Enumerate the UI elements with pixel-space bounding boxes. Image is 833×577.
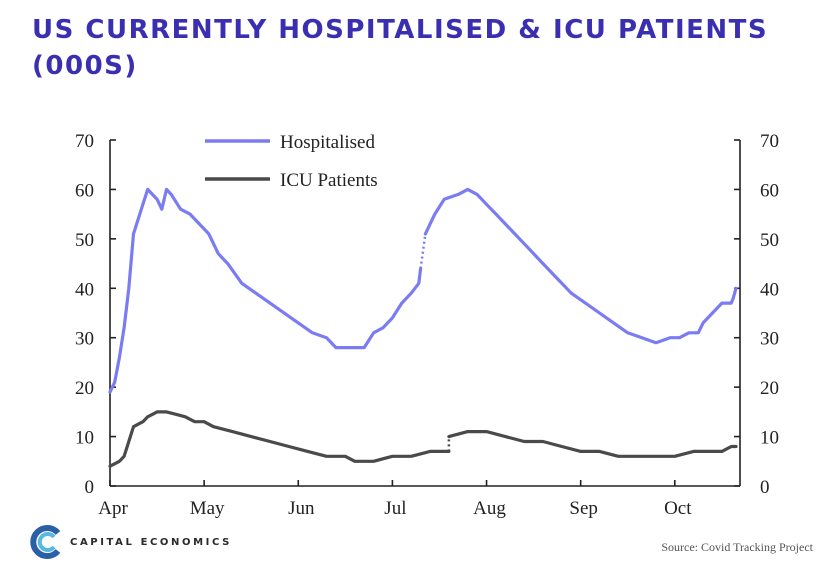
capital-economics-logo: CAPITAL ECONOMICS (30, 525, 232, 559)
left-y-tick-label: 0 (85, 477, 95, 498)
x-tick-label: May (190, 498, 225, 519)
legend: Hospitalised ICU Patients (205, 132, 378, 191)
series-layer (108, 187, 738, 468)
right-y-tick-label: 20 (760, 378, 779, 399)
series-line-segment (447, 430, 738, 458)
right-y-tick-label: 30 (760, 329, 779, 350)
capital-economics-logo-icon (30, 525, 61, 559)
axes: 0 0 10 10 20 20 30 30 40 40 50 50 60 60 70 70 Apr May Jun J… (75, 131, 779, 519)
left-y-tick-label: 70 (75, 131, 94, 152)
legend-label: Hospitalised (280, 132, 375, 153)
series-icu-patients (108, 410, 738, 468)
right-y-tick-label: 60 (760, 180, 779, 201)
right-y-tick-label: 40 (760, 279, 779, 300)
x-tick-label: Jun (288, 498, 315, 519)
series-line-segment (108, 187, 423, 394)
left-y-tick-label: 10 (75, 428, 94, 449)
right-y-tick-label: 10 (760, 428, 779, 449)
series-gap-connector (419, 233, 427, 269)
x-tick-label: Oct (664, 498, 692, 519)
left-y-tick-label: 40 (75, 279, 94, 300)
x-tick-label: Apr (98, 498, 128, 519)
x-tick-label: Sep (569, 498, 598, 519)
logo-text: CAPITAL ECONOMICS (70, 536, 232, 548)
series-line-segment (423, 187, 738, 345)
x-tick-label: Jul (384, 498, 406, 519)
left-y-tick-label: 50 (75, 230, 94, 251)
series-line-segment (108, 410, 451, 468)
left-y-tick-label: 20 (75, 378, 94, 399)
legend-label: ICU Patients (280, 170, 378, 191)
left-y-tick-label: 30 (75, 329, 94, 350)
right-y-tick-label: 0 (760, 477, 770, 498)
series-hospitalised (108, 187, 738, 394)
left-y-tick-label: 60 (75, 180, 94, 201)
x-tick-label: Aug (473, 498, 506, 519)
right-y-tick-label: 70 (760, 131, 779, 152)
right-y-tick-label: 50 (760, 230, 779, 251)
chart-title: US CURRENTLY HOSPITALISED & ICU PATIENTS… (32, 15, 769, 81)
source-note: Source: Covid Tracking Project (661, 540, 813, 554)
